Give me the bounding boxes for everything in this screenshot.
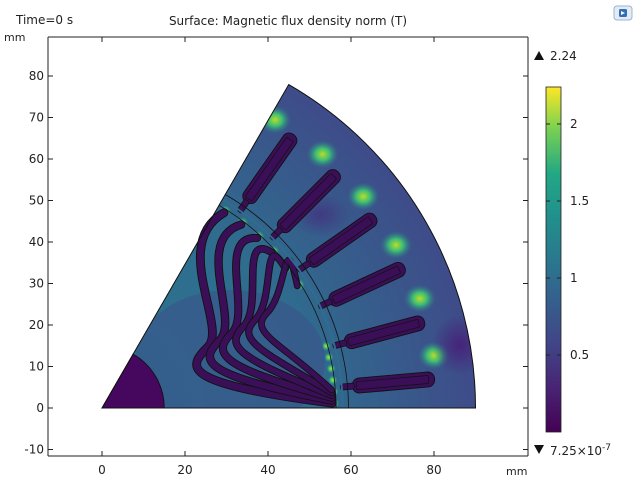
x-axis-ticks: 0 20 40 60 80 <box>98 37 442 477</box>
colorbar-gradient <box>545 86 562 433</box>
flux-hotspot <box>259 105 292 134</box>
slot-conductor <box>355 375 430 391</box>
y-tick-label: -10 <box>24 443 44 457</box>
shaft-region <box>101 353 165 409</box>
y-tick-label: 70 <box>29 111 44 125</box>
air-gap-arc <box>225 194 349 409</box>
flux-hotspot <box>323 352 334 363</box>
flux-hotspot <box>326 363 337 374</box>
rotor-bar <box>246 253 335 396</box>
flux-hotspot <box>380 231 413 260</box>
axes-frame <box>47 36 529 457</box>
colorbar-tick-label: 0.5 <box>570 348 589 362</box>
flux-hotspot <box>327 375 338 386</box>
y-tick-label: 80 <box>29 69 44 83</box>
air-gap-arc <box>221 198 344 409</box>
flux-hotspot <box>347 182 380 211</box>
y-tick-label: 20 <box>29 318 44 332</box>
colorbar-ticks: 0.5 1 1.5 2 <box>546 117 589 362</box>
slot-conductor <box>331 265 401 304</box>
y-tick-label: 60 <box>29 152 44 166</box>
field-surface <box>101 83 477 409</box>
y-tick-label: 30 <box>29 277 44 291</box>
low-field-zone <box>432 315 476 375</box>
x-tick-label: 60 <box>343 463 358 477</box>
y-tick-label: 40 <box>29 235 44 249</box>
x-tick-label: 20 <box>177 463 192 477</box>
max-marker-icon <box>534 51 544 60</box>
colorbar-min-exponent: -7 <box>602 443 611 453</box>
rotor-bar <box>220 234 336 402</box>
rotor-bar <box>206 221 336 404</box>
x-tick-label: 80 <box>426 463 441 477</box>
colorbar-tick-label: 1.5 <box>570 194 589 208</box>
rotor-bar <box>233 246 335 399</box>
slot-conductor <box>308 216 373 265</box>
rotor-bars <box>192 208 337 408</box>
air-gap-arc <box>218 204 337 409</box>
colorbar-min-mantissa: 7.25×10 <box>550 444 602 458</box>
colorbar-max-label: 2.24 <box>550 49 577 63</box>
sector-outline <box>101 83 477 409</box>
x-tick-label: 40 <box>260 463 275 477</box>
stator-slots <box>237 132 436 394</box>
flux-hotspot <box>306 140 339 169</box>
slot-conductor <box>245 137 294 202</box>
flux-hotspot <box>403 284 436 313</box>
colorbar-min-label: 7.25×10-7 <box>550 443 611 458</box>
stator-slot <box>339 371 436 394</box>
rotor-bar <box>193 209 336 407</box>
colorbar: 0.5 1 1.5 2 2.24 7.25×10-7 <box>534 49 611 458</box>
y-axis-unit: mm <box>4 31 25 44</box>
y-tick-label: 50 <box>29 194 44 208</box>
time-label: Time=0 s <box>15 13 73 27</box>
slot-conductor <box>279 173 337 231</box>
camera-view-icon[interactable] <box>613 5 633 21</box>
y-tick-label: 10 <box>29 360 44 374</box>
y-axis-ticks: -10 0 10 20 30 40 50 60 70 80 <box>24 69 528 457</box>
min-marker-icon <box>534 445 544 454</box>
colorbar-tick-label: 2 <box>570 117 578 131</box>
x-tick-label: 0 <box>98 463 106 477</box>
rotor-bar <box>259 257 335 393</box>
x-axis-unit: mm <box>506 465 527 478</box>
y-tick-label: 0 <box>36 401 44 415</box>
air-gap-band <box>218 194 349 409</box>
slot-conductor <box>347 319 420 346</box>
colorbar-tick-label: 1 <box>570 271 578 285</box>
plot-title: Surface: Magnetic flux density norm (T) <box>169 14 407 28</box>
